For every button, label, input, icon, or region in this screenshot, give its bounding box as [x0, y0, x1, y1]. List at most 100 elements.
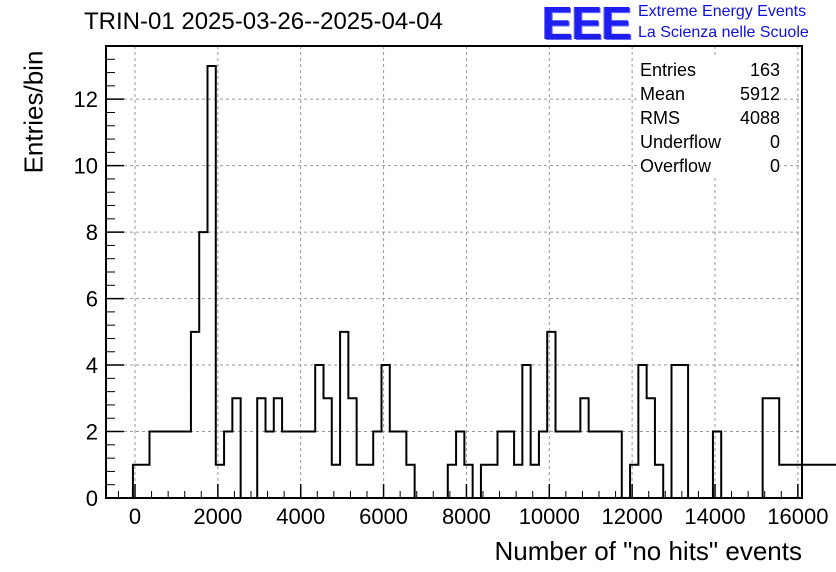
histogram-bin [315, 365, 323, 498]
x-tick-label: 12000 [602, 504, 663, 529]
histogram-bin [572, 432, 580, 498]
histogram-bin [630, 465, 638, 498]
histogram-bin [406, 465, 414, 498]
histogram-bin [191, 332, 199, 498]
brand-line-1: Extreme Energy Events [638, 3, 807, 20]
histogram-bin [464, 465, 472, 498]
y-tick-label: 4 [86, 353, 98, 378]
histogram-bin [647, 398, 655, 498]
histogram-bin [531, 465, 539, 498]
eee-logo: EEE [542, 0, 632, 49]
stat-row-overflow: Overflow 0 [640, 154, 780, 178]
histogram-bin [448, 465, 456, 498]
stat-row-mean: Mean 5912 [640, 82, 780, 106]
histogram-bin [514, 465, 522, 498]
histogram-bin [398, 432, 406, 498]
stat-value: 0 [769, 132, 780, 152]
histogram-bin [324, 398, 332, 498]
histogram-bin [266, 432, 274, 498]
histogram-bin [522, 365, 530, 498]
stat-row-entries: Entries 163 [640, 58, 780, 82]
y-tick-label: 2 [86, 420, 98, 445]
histogram-bin [390, 432, 398, 498]
histogram-bin [605, 432, 613, 498]
histogram-bin [456, 432, 464, 498]
histogram-bin [141, 465, 149, 498]
stat-value: 5912 [739, 84, 780, 104]
histogram-bin [672, 365, 680, 498]
y-tick-label: 12 [74, 87, 98, 112]
histogram-bin [788, 465, 796, 498]
stat-value: 163 [749, 60, 780, 80]
histogram-outline [131, 64, 836, 499]
chart-title: TRIN-01 2025-03-26--2025-04-04 [84, 8, 443, 35]
histogram-bin [680, 365, 688, 498]
histogram-bin [365, 465, 373, 498]
histogram-bin [307, 432, 315, 498]
x-tick-label: 4000 [276, 504, 325, 529]
histogram-bin [481, 465, 489, 498]
histogram-bin [373, 432, 381, 498]
y-tick-label: 0 [86, 486, 98, 511]
histogram-bin [506, 432, 514, 498]
stat-label: RMS [640, 108, 680, 128]
x-tick-label: 2000 [193, 504, 242, 529]
histogram-bin [216, 465, 224, 498]
histogram-bin [539, 432, 547, 498]
grid [106, 46, 802, 498]
histogram-bin [779, 465, 787, 498]
histogram-bin [290, 432, 298, 498]
histogram-bin [133, 465, 141, 498]
histogram-bin [580, 398, 588, 498]
x-tick-label: 16000 [767, 504, 828, 529]
histogram-bin [340, 332, 348, 498]
y-tick-label: 8 [86, 220, 98, 245]
x-tick-label: 10000 [519, 504, 580, 529]
brand-line-2: La Scienza nelle Scuole [638, 24, 809, 41]
histogram-bin [274, 398, 282, 498]
histogram-bin [556, 432, 564, 498]
histogram-bin [498, 432, 506, 498]
histogram-bin [564, 432, 572, 498]
histogram-bin [299, 432, 307, 498]
histogram-bin [348, 398, 356, 498]
histogram-bin [812, 465, 820, 498]
axis-ticks [106, 58, 799, 499]
x-axis-label: Number of "no hits" events [494, 536, 803, 566]
histogram-bin [224, 432, 232, 498]
stat-row-rms: RMS 4088 [640, 106, 780, 130]
histogram-bin [257, 398, 265, 498]
histogram-bin [614, 432, 622, 498]
histogram-bin [199, 232, 207, 498]
stat-label: Mean [640, 84, 686, 104]
x-tick-label: 8000 [442, 504, 491, 529]
stat-label: Entries [640, 60, 697, 80]
histogram-bin [174, 432, 182, 498]
tick-labels: 0 2000 4000 6000 8000 10000 12000 14000 16000 0 2 4… [74, 87, 829, 529]
histogram-bin [357, 465, 365, 498]
histogram-bin [166, 432, 174, 498]
histogram-bin [547, 332, 555, 498]
x-tick-label: 14000 [684, 504, 745, 529]
histogram-bin [489, 465, 497, 498]
histogram-bin [638, 365, 646, 498]
histogram-bin [771, 398, 779, 498]
stat-label: Underflow [640, 132, 722, 152]
x-tick-label: 6000 [359, 504, 408, 529]
stat-label: Overflow [640, 156, 712, 176]
histogram-bin [804, 465, 812, 498]
histogram-bin [655, 465, 663, 498]
stats-box: Entries 163 Mean 5912 RMS 4088 Underflow… [640, 58, 780, 178]
histogram-bin [332, 465, 340, 498]
x-tick-label: 0 [129, 504, 141, 529]
histogram-bin [208, 66, 216, 498]
y-tick-label: 6 [86, 287, 98, 312]
histogram-bin [382, 365, 390, 498]
stat-row-underflow: Underflow 0 [640, 130, 780, 154]
stat-value: 4088 [739, 108, 780, 128]
y-tick-label: 10 [74, 154, 98, 179]
histogram-bin [829, 465, 836, 498]
histogram-bin [183, 432, 191, 498]
histogram-bin [158, 432, 166, 498]
